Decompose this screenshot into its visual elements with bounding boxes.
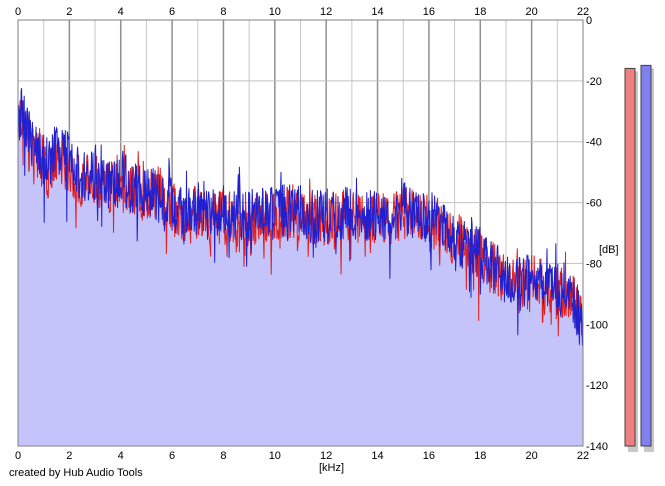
- x-axis-bottom: 0 2 4 6 8 10 12 14 16 18 20 22: [15, 450, 589, 462]
- x-tick-label-top: 18: [474, 6, 486, 18]
- x-tick-label-top: 4: [118, 6, 124, 18]
- x-axis-label: [kHz]: [319, 462, 344, 474]
- y-tick-label: -20: [586, 76, 602, 88]
- y-tick-label: -140: [586, 441, 608, 453]
- x-tick-label-top: 10: [269, 6, 281, 18]
- x-tick-label-bottom: 2: [66, 450, 72, 462]
- level-meters: [624, 64, 654, 452]
- x-tick-label-top: 22: [577, 6, 589, 18]
- x-tick-label-bottom: 16: [423, 450, 435, 462]
- x-tick-label-top: 14: [371, 6, 383, 18]
- x-tick-label-bottom: 0: [15, 450, 21, 462]
- x-tick-label-bottom: 12: [320, 450, 332, 462]
- spectrum-lines: [17, 88, 584, 346]
- x-tick-label-bottom: 8: [220, 450, 226, 462]
- x-tick-label-bottom: 14: [371, 450, 383, 462]
- series-line-1: [17, 88, 584, 346]
- x-tick-label-bottom: 22: [577, 450, 589, 462]
- x-tick-label-top: 6: [169, 6, 175, 18]
- x-tick-label-top: 20: [526, 6, 538, 18]
- y-tick-label: -100: [586, 319, 608, 331]
- y-axis-right: 0 -20 -40 -60 -80 -100 -120 -140: [586, 15, 608, 453]
- x-tick-label-top: 12: [320, 6, 332, 18]
- level-meter-bar: [640, 64, 652, 447]
- x-tick-label-top: 16: [423, 6, 435, 18]
- credit-text: created by Hub Audio Tools: [9, 467, 143, 479]
- x-tick-label-bottom: 20: [526, 450, 538, 462]
- plot-frame: [17, 19, 584, 447]
- x-tick-label-bottom: 10: [269, 450, 281, 462]
- x-tick-label-top: 2: [66, 6, 72, 18]
- y-tick-label: -80: [586, 258, 602, 270]
- y-tick-label: -120: [586, 380, 608, 392]
- x-tick-label-bottom: 4: [118, 450, 124, 462]
- x-tick-label-bottom: 6: [169, 450, 175, 462]
- x-axis-top: 0 2 4 6 8 10 12 14 16 18 20 22: [15, 6, 589, 18]
- y-tick-label: -40: [586, 137, 602, 149]
- x-tick-label-bottom: 18: [474, 450, 486, 462]
- y-axis-label: [dB]: [599, 244, 619, 256]
- level-meter-bar: [624, 67, 636, 447]
- y-tick-label: 0: [586, 15, 592, 27]
- x-tick-label-top: 0: [15, 6, 21, 18]
- y-tick-label: -60: [586, 198, 602, 210]
- x-tick-label-top: 8: [220, 6, 226, 18]
